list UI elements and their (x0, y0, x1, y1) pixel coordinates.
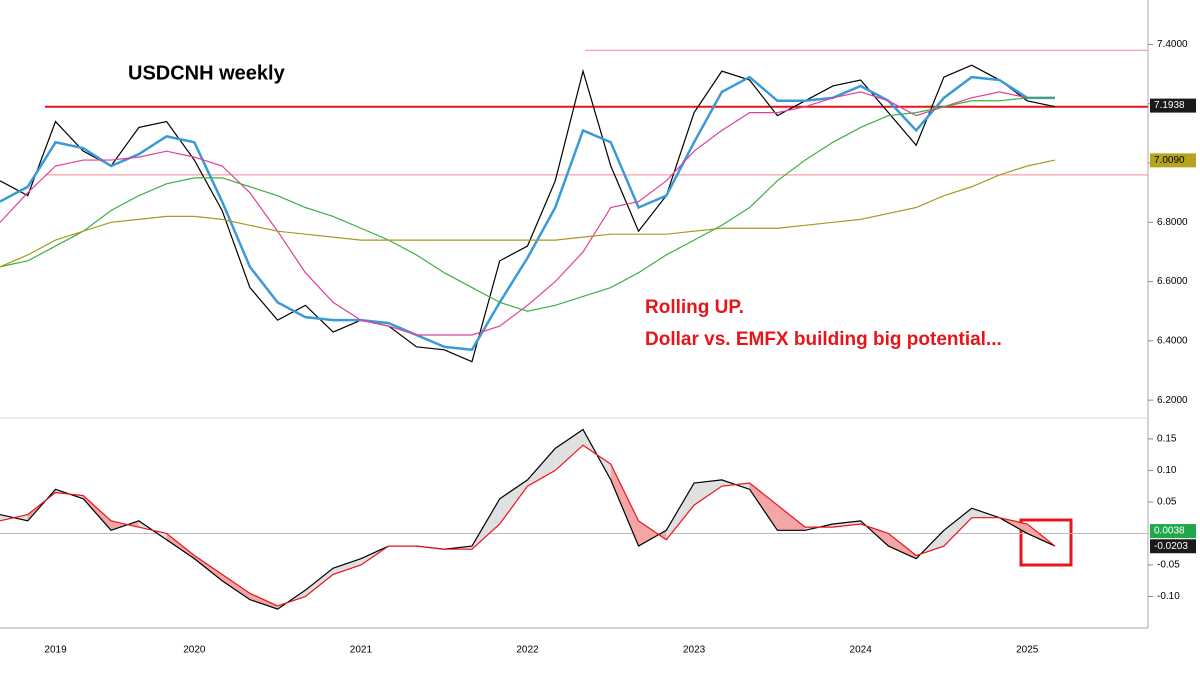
histogram-fill (888, 533, 917, 559)
x-tick-label: 2021 (350, 645, 373, 656)
histogram-fill (527, 448, 556, 487)
histogram-fill (555, 429, 584, 471)
x-tick-label: 2024 (850, 645, 873, 656)
x-tick-label: 2025 (1016, 645, 1039, 656)
last-value-box (1150, 98, 1196, 113)
last-value-label: 7.1938 (1154, 100, 1185, 111)
series-line (0, 444, 1056, 607)
x-tick-label: 2019 (44, 645, 67, 656)
last-value-label: 7.0090 (1154, 155, 1185, 166)
y-tick-label: 6.6000 (1157, 276, 1188, 287)
histogram-fill (638, 520, 667, 547)
histogram-fill (943, 508, 972, 547)
y-tick-label: -0.10 (1157, 591, 1180, 602)
annotation: Dollar vs. EMFX building big potential..… (645, 329, 1002, 350)
y-tick-label: 7.4000 (1157, 39, 1188, 50)
x-tick-label: 2023 (683, 645, 706, 656)
chart-title: USDCNH weekly (128, 62, 286, 84)
histogram-fill (194, 555, 223, 581)
histogram-fill (249, 593, 278, 610)
series-line (0, 159, 1056, 268)
histogram-fill (749, 483, 778, 531)
histogram-fill (666, 483, 695, 540)
y-tick-label: 0.15 (1157, 434, 1177, 445)
x-tick-label: 2022 (516, 645, 539, 656)
highlight-box (1019, 518, 1073, 567)
annotation: Rolling UP. (645, 297, 744, 318)
histogram-fill (333, 558, 361, 575)
histogram-fill (610, 464, 639, 547)
series-line (0, 64, 1056, 363)
series-line (0, 97, 1055, 312)
y-tick-label: 6.8000 (1157, 217, 1188, 228)
y-tick-label: 0.10 (1157, 465, 1177, 476)
histogram-fill (499, 479, 528, 524)
x-tick-label: 2020 (183, 645, 206, 656)
y-tick-label: 6.2000 (1157, 395, 1188, 406)
histogram-fill (694, 479, 722, 506)
histogram-fill (305, 568, 334, 597)
y-tick-label: 0.05 (1157, 497, 1177, 508)
series-line (0, 75, 1055, 352)
last-value-box (1150, 524, 1196, 539)
series-line (0, 91, 1055, 336)
histogram-fill (832, 520, 861, 528)
histogram-fill (777, 505, 806, 531)
histogram-fill (166, 533, 195, 559)
y-tick-label: 6.4000 (1157, 336, 1188, 347)
histogram-fill (222, 574, 250, 600)
last-value-box (1150, 153, 1196, 168)
last-value-label: -0.0203 (1154, 541, 1188, 552)
last-value-box (1150, 539, 1196, 554)
series-line (0, 428, 1056, 610)
y-tick-label: -0.05 (1157, 560, 1180, 571)
last-value-label: 0.0038 (1154, 526, 1185, 537)
